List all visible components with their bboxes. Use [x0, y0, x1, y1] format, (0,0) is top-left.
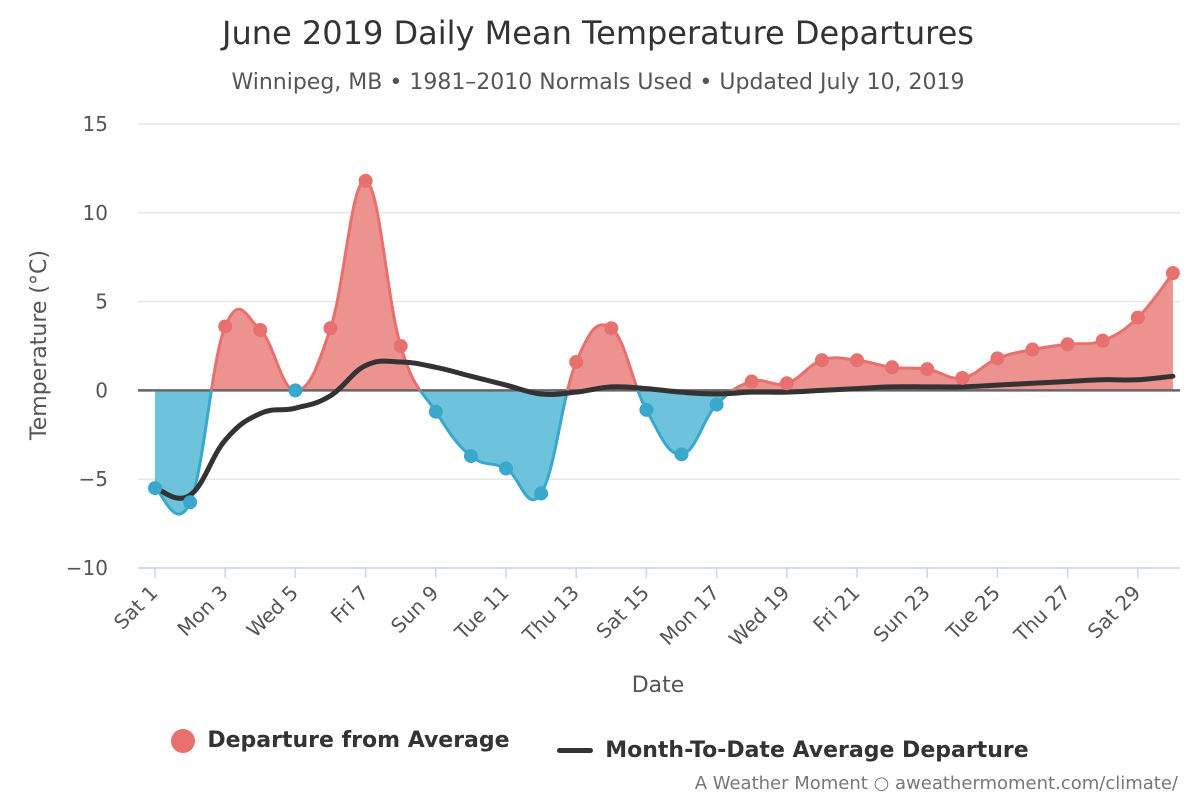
positive-departure-area	[211, 180, 1173, 391]
y-tick-label: 10	[83, 201, 108, 225]
data-point[interactable]	[1165, 266, 1180, 281]
data-point[interactable]	[639, 402, 654, 417]
data-point[interactable]	[358, 173, 373, 188]
departure-line-negative	[154, 390, 736, 516]
y-tick-label: 5	[95, 290, 108, 314]
y-tick-label: −10	[66, 556, 108, 580]
x-tick-label: Tue 11	[449, 581, 513, 645]
grid	[138, 123, 1180, 569]
x-tick-label: Wed 19	[724, 581, 794, 651]
x-tick-label: Mon 3	[172, 581, 232, 641]
x-tick-label: Sun 23	[868, 581, 934, 647]
legend-swatch-mtd	[557, 747, 594, 753]
x-tick-label: Thu 13	[517, 581, 584, 648]
y-tick-label: −5	[79, 467, 108, 491]
legend-item-mtd[interactable]: Month-To-Date Average Departure	[557, 737, 1029, 763]
credits[interactable]: A Weather Moment ○ aweathermoment.com/cl…	[694, 773, 1178, 794]
x-tick-label: Thu 27	[1008, 581, 1075, 648]
x-tick-label: Sat 29	[1083, 581, 1146, 644]
data-point[interactable]	[323, 321, 338, 336]
data-point[interactable]	[1060, 337, 1075, 352]
data-point[interactable]	[218, 319, 233, 334]
departure-line-group	[154, 179, 1175, 516]
data-point[interactable]	[499, 461, 513, 476]
data-point[interactable]	[1130, 310, 1145, 325]
x-tick-label: Tue 25	[941, 581, 1005, 645]
x-tick-label: Fri 7	[326, 581, 373, 628]
data-point[interactable]	[744, 374, 759, 389]
data-point[interactable]	[990, 351, 1005, 366]
data-point[interactable]	[1025, 342, 1040, 357]
data-point[interactable]	[393, 339, 408, 353]
y-tick-label: 0	[95, 378, 108, 402]
mtd-line-group	[152, 358, 1176, 501]
data-point[interactable]	[569, 354, 584, 369]
data-point[interactable]	[674, 447, 689, 462]
x-tick-label: Sat 1	[109, 581, 163, 635]
data-point[interactable]	[709, 397, 724, 412]
data-point[interactable]	[253, 323, 268, 338]
data-point[interactable]	[814, 353, 829, 368]
x-tick-label: Sat 15	[591, 581, 654, 644]
x-tick-label: Fri 21	[808, 581, 864, 637]
data-point[interactable]	[183, 495, 198, 510]
data-point[interactable]	[779, 376, 794, 391]
departure-points	[148, 173, 1180, 510]
data-point[interactable]	[850, 353, 864, 368]
legend-swatch-departure	[171, 728, 196, 753]
data-point[interactable]	[463, 449, 478, 464]
legend-label-departure: Departure from Average	[207, 728, 510, 753]
legend-item-departure[interactable]: Departure from Average	[171, 728, 510, 753]
y-tick-label: 15	[83, 112, 108, 136]
x-tick-label: Sun 9	[386, 581, 443, 638]
mtd-line	[152, 358, 1176, 501]
chart-title: June 2019 Daily Mean Temperature Departu…	[222, 14, 974, 52]
data-point[interactable]	[1095, 333, 1110, 348]
negative-departure-area	[155, 390, 1173, 515]
data-point[interactable]	[428, 404, 443, 419]
data-point[interactable]	[920, 362, 935, 377]
x-axis-title: Date	[632, 673, 685, 698]
data-point[interactable]	[604, 321, 619, 336]
departure-areas	[155, 180, 1173, 515]
chart-subtitle: Winnipeg, MB • 1981–2010 Normals Used • …	[231, 70, 965, 95]
legend-label-mtd: Month-To-Date Average Departure	[605, 737, 1029, 763]
x-tick-label: Mon 17	[655, 581, 724, 650]
y-axis-title: Temperature (°C)	[27, 250, 52, 441]
data-point[interactable]	[288, 383, 303, 398]
x-tick-label: Wed 5	[242, 581, 303, 642]
legend: Departure from Average Month-To-Date Ave…	[0, 728, 1200, 763]
data-point[interactable]	[148, 481, 162, 496]
data-point[interactable]	[534, 486, 549, 501]
departure-line-positive	[209, 179, 1175, 391]
data-point[interactable]	[955, 370, 970, 385]
data-point[interactable]	[885, 360, 900, 375]
